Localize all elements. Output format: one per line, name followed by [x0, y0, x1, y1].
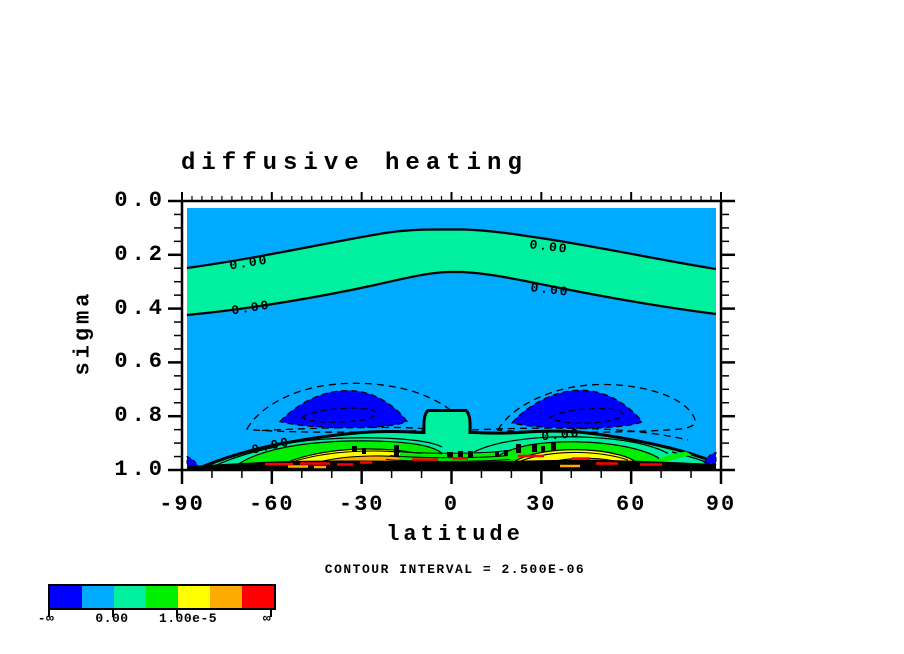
- axis-ticks: [168, 192, 735, 484]
- label-fragment: [541, 446, 545, 452]
- colorbar: [48, 584, 276, 610]
- x-tick-label: 60: [615, 492, 647, 517]
- dashed-contour-left-low: [261, 426, 427, 432]
- y-tick-label: 1.0: [114, 457, 166, 482]
- colorbar-cell: [210, 586, 242, 608]
- label-fragment: [532, 444, 537, 452]
- x-tick-label: 30: [526, 492, 557, 517]
- y-axis-title: sigma: [70, 289, 96, 376]
- colorbar-tick: [176, 610, 178, 617]
- label-fragment: [495, 452, 499, 457]
- colorbar-tick: [48, 610, 50, 617]
- extreme-value-dashes: [265, 454, 662, 469]
- label-fragment: [447, 452, 453, 457]
- surface-zero-contour: [202, 409, 717, 468]
- y-tick-label: 0.8: [114, 403, 166, 428]
- colorbar-cell: [242, 586, 274, 608]
- contour-interval-caption: CONTOUR INTERVAL = 2.500E-06: [324, 562, 586, 577]
- label-fragments: [352, 442, 556, 457]
- x-tick-label: 90: [705, 492, 737, 517]
- colorbar-label: -∞: [37, 611, 55, 626]
- y-tick-label: 0.2: [114, 242, 166, 267]
- colorbar-tick: [112, 610, 114, 617]
- label-fragment: [551, 442, 556, 451]
- x-tick-label: 0: [443, 492, 460, 517]
- colorbar-tick: [270, 610, 272, 617]
- dashed-loop-right: [496, 383, 696, 433]
- negative-inner-dashed-right: [548, 407, 624, 424]
- colorbar-label: 1.00e-5: [158, 611, 218, 626]
- x-tick-label: -30: [338, 492, 385, 517]
- x-tick-label: -60: [248, 492, 295, 517]
- colorbar-cell: [146, 586, 178, 608]
- label-fragment: [516, 444, 521, 453]
- label-fragment: [458, 451, 463, 457]
- x-axis-title: latitude: [386, 522, 524, 547]
- y-tick-label: 0.6: [114, 349, 166, 374]
- thin-contour-left-a: [213, 437, 443, 464]
- upper-zero-contour: [186, 228, 717, 271]
- y-tick-label: 0.0: [114, 188, 166, 213]
- dashed-loop-left: [246, 382, 463, 433]
- negative-dashed-contours: [246, 382, 696, 441]
- plot-title: diffusive heating: [181, 150, 528, 177]
- upper-zero-band: [187, 229, 716, 315]
- label-fragment: [504, 450, 508, 456]
- thin-contour-right-a: [473, 436, 669, 455]
- label-fragment: [394, 445, 399, 457]
- lower-zero-contour: [186, 270, 717, 317]
- colorbar-cell: [178, 586, 210, 608]
- x-tick-label: -90: [159, 492, 205, 517]
- negative-cell-left: [278, 389, 408, 429]
- colorbar-cell: [114, 586, 146, 608]
- y-tick-label: 0.4: [114, 296, 166, 321]
- colorbar-cell: [82, 586, 114, 608]
- label-fragment: [468, 451, 473, 457]
- colorbar-label: 0.00: [95, 611, 129, 626]
- negative-wedge-corner-right: [703, 451, 717, 465]
- colorbar-cell: [50, 586, 82, 608]
- label-fragment: [362, 448, 366, 454]
- label-fragment: [352, 446, 357, 452]
- center-stripe-3: [385, 458, 511, 462]
- negative-cell-right: [510, 389, 643, 429]
- colorbar-label: ∞: [262, 611, 272, 626]
